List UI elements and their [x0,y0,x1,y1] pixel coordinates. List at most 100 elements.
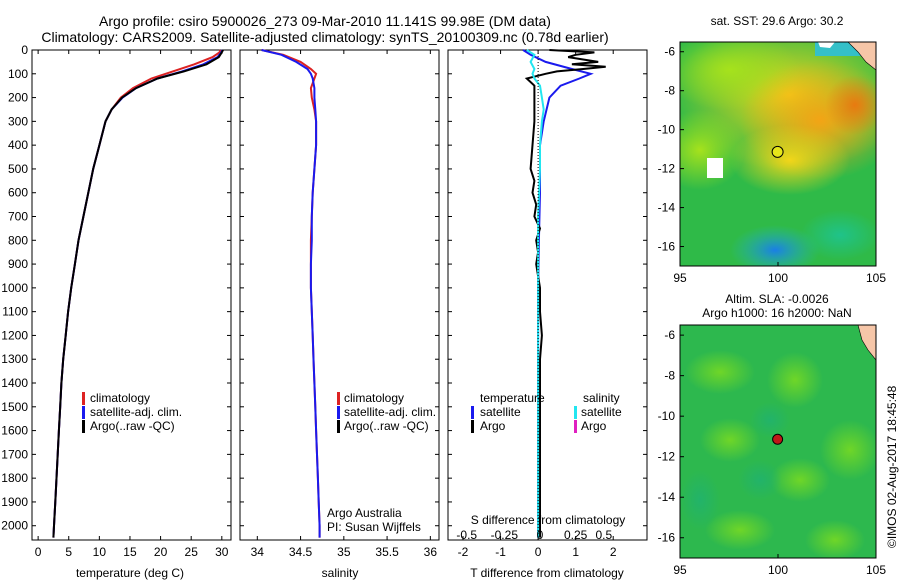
s-tick-label: -0.25 [491,528,519,542]
sst-map: sat. SST: 29.6 Argo: 30.2 95 100 105 -6 -8 -1… [658,14,887,285]
y-tick-label: 1300 [1,352,28,366]
legend-s-satellite: satellite [581,405,622,419]
legend-argo-swatch [337,420,340,433]
legend-climatology: climatology [90,391,150,405]
difference-xlabel: T difference from climatology [470,566,624,580]
salinity-legend: climatology satellite-adj. clim. Argo(..… [337,391,436,433]
series-line-climatology [52,49,222,538]
salinity-plot: 34 34.5 35 35.5 36 [240,49,439,559]
x-tick-label: 2 [610,545,617,559]
y-tick-label: 200 [8,91,28,105]
y-tick-label: -8 [664,369,675,383]
x-tick-label: 0 [35,545,42,559]
y-tick-label: 500 [8,162,28,176]
y-tick-label: 800 [8,233,28,247]
s-tick-label: 0 [537,528,544,542]
legend-climatology: climatology [344,391,404,405]
x-tick-label: -1 [495,545,506,559]
legend-t-argo: Argo [480,419,506,433]
x-tick-label: 15 [123,545,137,559]
y-tick-label: 2000 [1,519,28,533]
y-tick-label: -6 [664,328,675,342]
x-tick-label: 10 [93,545,107,559]
legend-t-argo-swatch [471,420,474,433]
x-tick-label: 95 [673,271,687,285]
legend-satellite: satellite-adj. clim. [90,405,182,419]
sst-map-axes: 95 100 105 -6 -8 -10 -12 -14 -16 [658,45,887,285]
temperature-panel-frame [31,49,232,541]
legend-s-satellite-swatch [574,406,577,419]
x-tick-label: 30 [215,545,229,559]
legend-t-satellite: satellite [480,405,521,419]
legend-temperature-title: temperature [480,391,545,405]
legend-argo: Argo(..raw -QC) [90,419,175,433]
y-tick-label: -10 [658,123,676,137]
legend-t-satellite-swatch [471,406,474,419]
legend-salinity-title: salinity [583,391,620,405]
x-tick-label: 5 [65,545,72,559]
argo-position-marker [771,145,784,158]
x-tick-label: 36 [424,545,438,559]
y-tick-label: -8 [664,84,675,98]
y-tick-label: 1900 [1,495,28,509]
copyright-label: ©IMOS 02-Aug-2017 18:45:48 [885,385,899,548]
series-line-t-argo [524,49,606,538]
figure-title-line2: Climatology: CARS2009. Satellite-adjuste… [41,29,609,45]
y-tick-label: 1500 [1,400,28,414]
salinity-panel-frame [239,49,440,541]
y-tick-label: 700 [8,210,28,224]
sla-map-title-line2: Argo h1000: 16 h2000: NaN [702,306,851,320]
y-tick-label: -16 [658,240,676,254]
series-line-argo [52,49,224,538]
series-line-s-satellite [526,49,545,538]
difference-legend: temperature salinity satellite Argo sate… [471,391,622,433]
legend-climatology-swatch [337,392,340,405]
temperature-legend: climatology satellite-adj. clim. Argo(..… [82,391,182,433]
y-tick-label: -16 [658,531,676,545]
legend-satellite-swatch [82,406,85,419]
s-tick-label: -0.5 [456,528,477,542]
legend-argo-swatch [82,420,85,433]
salinity-xlabel: salinity [322,566,359,580]
sla-map-axes: 95 100 105 -6 -8 -10 -12 -14 -16 [658,328,887,577]
y-tick-label: 1000 [1,281,28,295]
x-tick-label: 105 [866,271,886,285]
series-line-satellite [52,49,224,538]
s-difference-label: S difference from climatology [471,513,626,527]
y-tick-label: -10 [658,409,676,423]
y-tick-label: 0 [21,43,28,57]
x-tick-label: 100 [768,563,788,577]
y-tick-label: 1200 [1,328,28,342]
y-tick-label: -14 [658,201,676,215]
x-tick-label: 1 [572,545,579,559]
y-tick-label: 900 [8,257,28,271]
difference-panel-frame [447,49,648,541]
y-tick-label: 400 [8,138,28,152]
argo-australia-label: Argo Australia [327,506,402,520]
x-tick-label: 105 [866,563,886,577]
x-tick-label: 25 [185,545,199,559]
difference-plot: -2 -1 0 1 2 -0.5 -0.25 0 0.25 0.5 [448,49,647,559]
y-tick-label: -14 [658,490,676,504]
sla-map: Altim. SLA: -0.0026 Argo h1000: 16 h2000… [658,292,887,577]
x-tick-label: 95 [673,563,687,577]
temperature-xlabel: temperature (deg C) [76,566,184,580]
s-tick-label: 0.25 [564,528,588,542]
y-tick-label: -12 [658,450,676,464]
legend-climatology-swatch [82,392,85,405]
x-tick-label: 35 [337,545,351,559]
x-tick-label: 34 [251,545,265,559]
y-tick-label: 1800 [1,471,28,485]
legend-satellite: satellite-adj. clim. [344,405,436,419]
y-tick-label: 1400 [1,376,28,390]
y-tick-label: 1600 [1,424,28,438]
y-tick-label: 1100 [2,305,28,319]
x-tick-label: 0 [535,545,542,559]
y-tick-label: 100 [8,67,28,81]
sla-map-title-line1: Altim. SLA: -0.0026 [725,292,829,306]
x-tick-label: 34.5 [289,545,313,559]
x-tick-label: 35.5 [375,545,399,559]
temperature-plot: 0 5 10 15 20 25 300100200300400500600700800900… [1,43,231,559]
figure-title-line1: Argo profile: csiro 5900026_273 09-Mar-2… [99,13,551,29]
legend-s-argo-swatch [574,420,577,433]
